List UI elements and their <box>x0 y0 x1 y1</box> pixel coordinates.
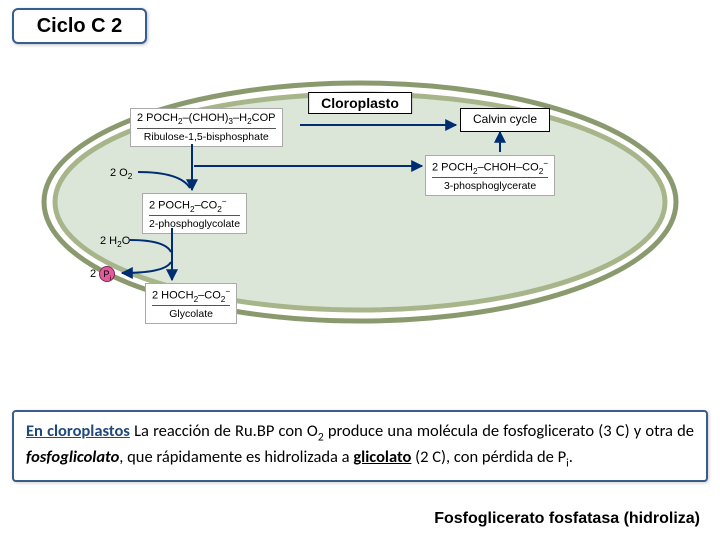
mol-pi: 2 Pi <box>90 266 115 282</box>
footer-fosfo: fosfoglicolato <box>26 447 119 467</box>
footer-r3: , que rápidamente es hidrolizada a <box>119 447 353 467</box>
pi-formula: 2 Pi <box>90 268 115 280</box>
footer-lead: En cloroplastos <box>26 421 130 441</box>
enzyme-label: Fosfoglicerato fosfatasa (hidroliza) <box>434 510 700 528</box>
title-box: Ciclo C 2 <box>12 8 147 44</box>
calvin-label: Calvin cycle <box>460 108 550 132</box>
h2o-formula: 2 H2O <box>100 235 130 250</box>
phosphoglycolate-name: 2-phosphoglycolate <box>149 215 240 230</box>
footer-r2: produce una molécula de fosfoglicerato (… <box>324 421 694 441</box>
enzyme-text: Fosfoglicerato fosfatasa (hidroliza) <box>434 510 700 527</box>
title-text: Ciclo C 2 <box>37 15 123 38</box>
mol-phosphoglycolate: 2 POCH2–CO2− 2-phosphoglycolate <box>142 193 247 234</box>
footer-r1: La reacción de Ru.BP con O <box>130 421 318 441</box>
diagram: Cloroplasto 2 POCH2–(CHOH)3–H2COP Ribulo… <box>40 80 680 325</box>
chloroplast-label-text: Cloroplasto <box>321 95 399 111</box>
rubp-name: Ribulose-1,5-bisphosphate <box>137 128 276 143</box>
pga-formula: 2 POCH2–CHOH–CO2− <box>432 159 548 176</box>
mol-glycolate: 2 HOCH2–CO2− Glycolate <box>145 283 237 324</box>
pga-name: 3-phosphoglycerate <box>432 177 548 192</box>
glycolate-name: Glycolate <box>152 305 230 320</box>
o2-formula: 2 O2 <box>110 167 132 182</box>
footer-box: En cloroplastos La reacción de Ru.BP con… <box>12 410 708 482</box>
glycolate-formula: 2 HOCH2–CO2− <box>152 287 230 304</box>
mol-o2: 2 O2 <box>110 167 132 182</box>
mol-pga: 2 POCH2–CHOH–CO2− 3-phosphoglycerate <box>425 155 555 196</box>
calvin-cycle: Calvin cycle <box>460 108 550 132</box>
footer-glic: glicolato <box>353 447 411 467</box>
chloroplast-label: Cloroplasto <box>308 92 412 114</box>
mol-rubp: 2 POCH2–(CHOH)3–H2COP Ribulose-1,5-bisph… <box>130 108 283 147</box>
footer-r5: . <box>569 447 573 467</box>
mol-h2o: 2 H2O <box>100 235 130 250</box>
phosphoglycolate-formula: 2 POCH2–CO2− <box>149 197 240 214</box>
rubp-formula: 2 POCH2–(CHOH)3–H2COP <box>137 112 276 127</box>
footer-r4: (2 C), con pérdida de P <box>411 447 566 467</box>
